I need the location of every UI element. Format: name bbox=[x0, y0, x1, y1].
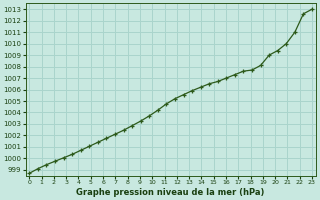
X-axis label: Graphe pression niveau de la mer (hPa): Graphe pression niveau de la mer (hPa) bbox=[76, 188, 265, 197]
